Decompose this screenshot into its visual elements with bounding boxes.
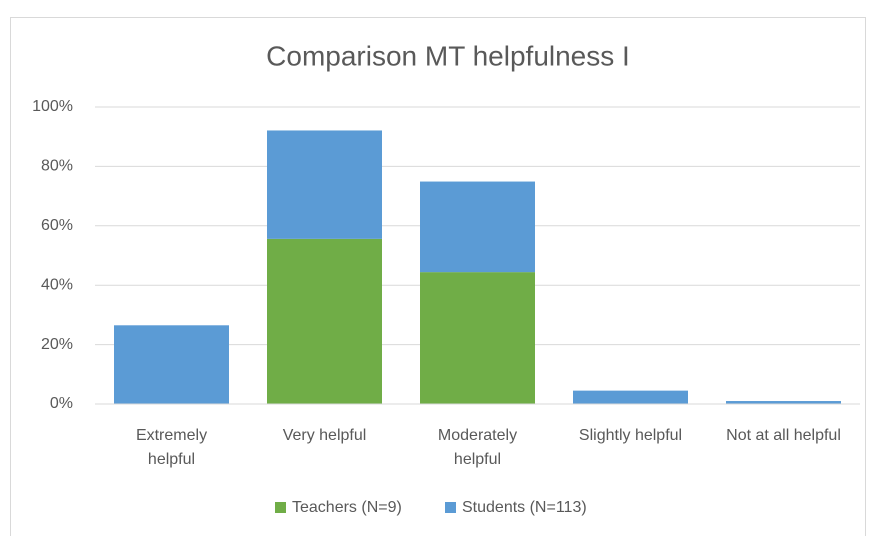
y-tick-label: 80%: [41, 158, 73, 175]
legend-label: Teachers (N=9): [292, 499, 402, 516]
x-tick-label: Very helpful: [282, 427, 367, 444]
bar-segment: [420, 181, 535, 273]
chart-title: Comparison MT helpfulness I: [266, 40, 630, 71]
bar-segment: [267, 130, 382, 239]
bar-segment: [267, 238, 382, 404]
y-tick-label: 60%: [41, 217, 73, 234]
bar-segment: [420, 272, 535, 404]
bar-segment: [573, 390, 688, 404]
legend-swatch: [275, 502, 286, 513]
y-tick-label: 100%: [32, 98, 73, 115]
legend-label: Students (N=113): [462, 499, 587, 516]
x-tick-label: Extremely helpful: [135, 427, 208, 468]
bar-segment: [726, 401, 841, 404]
x-tick-label: Not at all helpful: [726, 427, 841, 444]
y-tick-label: 0%: [50, 395, 73, 412]
y-tick-label: 40%: [41, 276, 73, 293]
x-tick-label: Slightly helpful: [578, 427, 683, 444]
y-tick-label: 20%: [41, 336, 73, 353]
x-tick-label: Moderately helpful: [437, 427, 518, 468]
bar-segment: [114, 325, 229, 404]
legend-swatch: [445, 502, 456, 513]
